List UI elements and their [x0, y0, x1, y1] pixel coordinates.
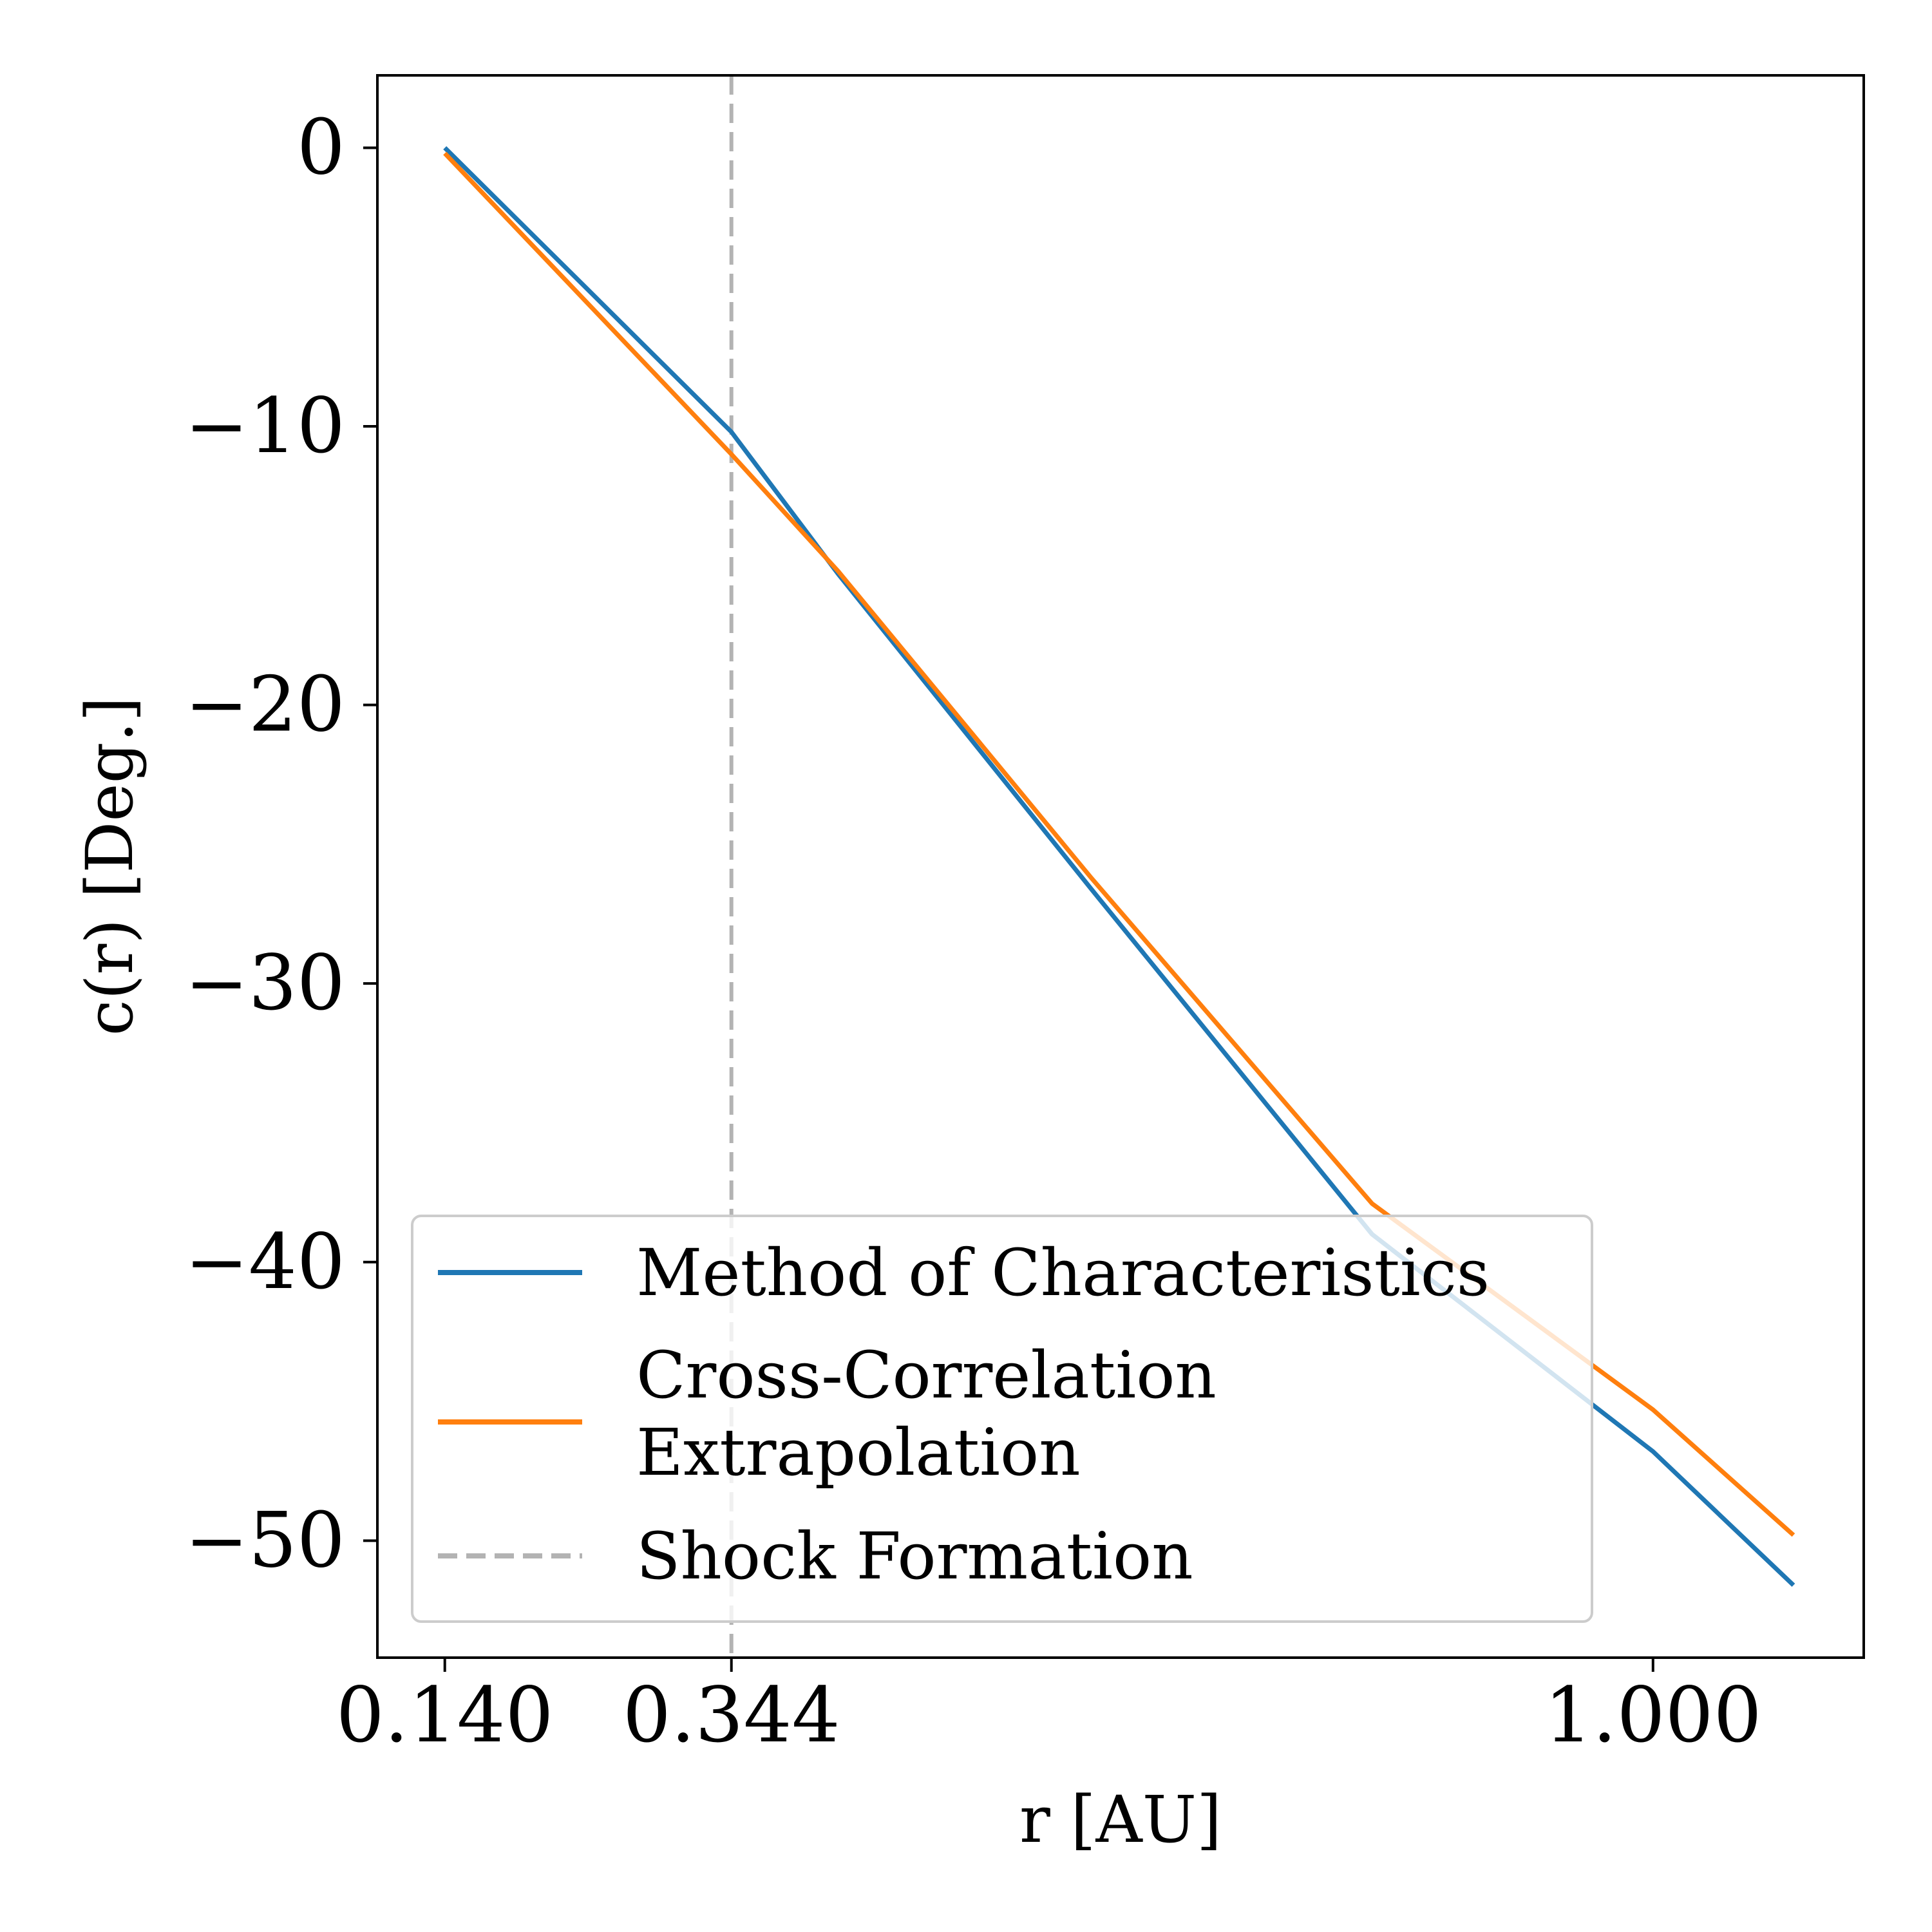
legend-label-shock-formation: Shock Formation — [636, 1519, 1193, 1594]
y-tick-label: 0 — [297, 102, 345, 191]
y-tick-label: −40 — [185, 1217, 345, 1306]
y-tick-label: −20 — [185, 660, 345, 749]
y-axis-ticks: 0 −10 −20 −30 −40 −50 — [185, 102, 377, 1584]
x-tick-label: 1.000 — [1544, 1671, 1762, 1759]
y-tick-label: −50 — [185, 1495, 345, 1584]
legend-label-cross-correlation-line-2: Extrapolation — [636, 1415, 1081, 1490]
x-axis-label: r [AU] — [1019, 1782, 1222, 1857]
y-axis-label: c(r) [Deg.] — [72, 697, 147, 1036]
y-tick-label: −30 — [185, 938, 345, 1027]
x-tick-label: 0.140 — [336, 1671, 554, 1759]
legend-label-cross-correlation-line-1: Cross-Correlation — [636, 1338, 1217, 1413]
series-line-method-of-characteristics — [443, 146, 1795, 1587]
legend-box — [411, 1215, 1593, 1623]
legend: Method of Characteristics Cross-Correlat… — [411, 1215, 1593, 1623]
series-line-cross-correlation-extrapolation — [443, 151, 1795, 1537]
x-tick-label: 0.344 — [623, 1671, 840, 1759]
plot-frame — [376, 74, 1865, 1659]
y-tick-label: −10 — [185, 381, 345, 470]
legend-label-method-of-characteristics: Method of Characteristics — [636, 1235, 1490, 1311]
x-axis-ticks: 0.140 0.344 1.000 — [336, 1658, 1762, 1759]
